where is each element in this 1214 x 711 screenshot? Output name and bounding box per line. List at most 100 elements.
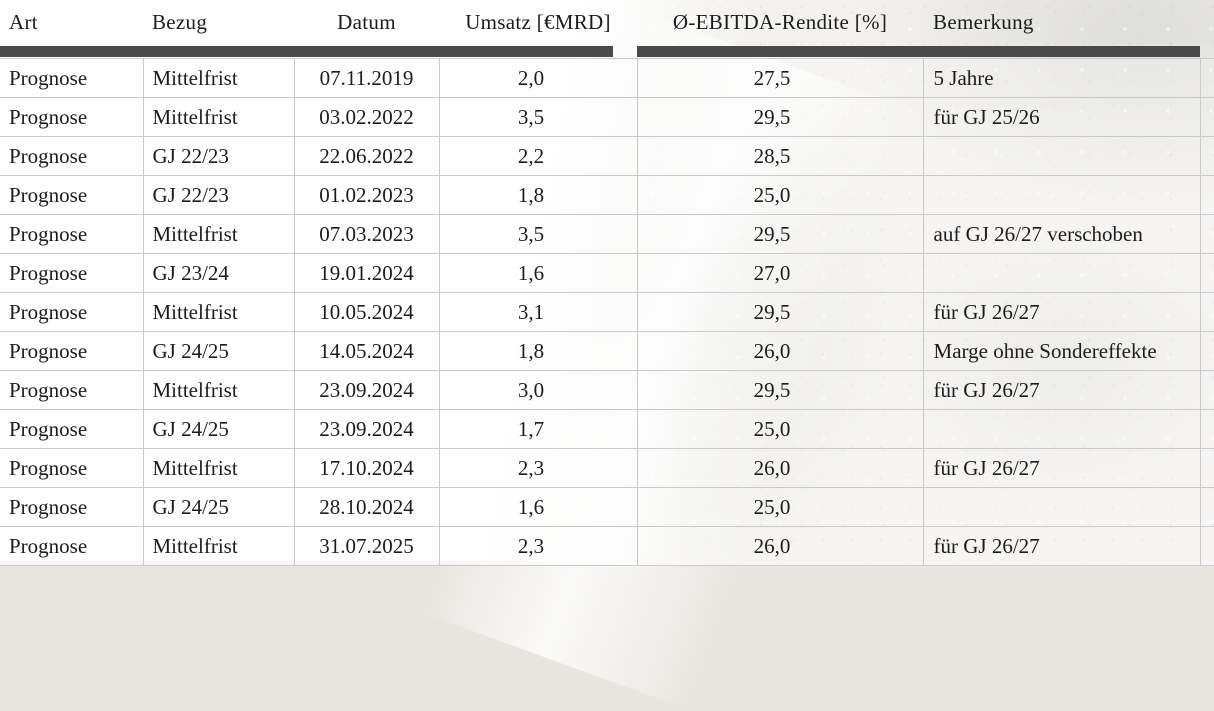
cell-art: Prognose	[0, 214, 144, 254]
cell-umsatz: 3,0	[438, 370, 638, 410]
table-row: Prognose Mittelfrist 17.10.2024 2,3 26,0 für …	[0, 448, 1214, 488]
table-row: Prognose GJ 23/24 19.01.2024 1,6 27,0	[0, 253, 1214, 293]
cell-ebitda: 29,5	[636, 370, 924, 410]
cell-art: Prognose	[0, 487, 144, 527]
cell-bezug: Mittelfrist	[142, 292, 295, 332]
cell-ebitda: 28,5	[636, 136, 924, 176]
cell-datum: 07.03.2023	[293, 214, 440, 254]
cell-spacer	[1199, 487, 1214, 527]
cell-datum: 01.02.2023	[293, 175, 440, 215]
cell-spacer	[1199, 292, 1214, 332]
cell-umsatz: 1,7	[438, 409, 638, 449]
cell-art: Prognose	[0, 175, 144, 215]
cell-bezug: Mittelfrist	[142, 448, 295, 488]
col-header-bemerkung: Bemerkung	[923, 0, 1201, 43]
cell-spacer	[1199, 370, 1214, 410]
cell-bemerkung	[922, 175, 1201, 215]
col-header-ebitda: Ø-EBITDA-Rendite [%]	[637, 0, 924, 43]
cell-art: Prognose	[0, 526, 144, 566]
cell-spacer	[1199, 448, 1214, 488]
separator-edge	[1200, 43, 1214, 59]
table-row: Prognose GJ 24/25 23.09.2024 1,7 25,0	[0, 409, 1214, 449]
cell-datum: 10.05.2024	[293, 292, 440, 332]
cell-umsatz: 2,2	[438, 136, 638, 176]
cell-bezug: Mittelfrist	[142, 370, 295, 410]
cell-bezug: GJ 24/25	[142, 409, 295, 449]
cell-umsatz: 1,6	[438, 487, 638, 527]
col-header-bezug: Bezug	[143, 0, 294, 43]
cell-bezug: Mittelfrist	[142, 58, 295, 98]
cell-bemerkung: auf GJ 26/27 verschoben	[922, 214, 1201, 254]
cell-bemerkung	[922, 487, 1201, 527]
table-row: Prognose Mittelfrist 07.11.2019 2,0 27,5 5 Ja…	[0, 58, 1214, 98]
cell-umsatz: 1,6	[438, 253, 638, 293]
cell-ebitda: 27,5	[636, 58, 924, 98]
cell-bezug: Mittelfrist	[142, 214, 295, 254]
separator-bar	[637, 46, 1201, 57]
cell-spacer	[1199, 58, 1214, 98]
cell-art: Prognose	[0, 97, 144, 137]
cell-bezug: GJ 24/25	[142, 487, 295, 527]
cell-bemerkung: für GJ 25/26	[922, 97, 1201, 137]
cell-umsatz: 3,1	[438, 292, 638, 332]
cell-bezug: GJ 22/23	[142, 136, 295, 176]
cell-spacer	[1199, 331, 1214, 371]
header-separator-row	[0, 43, 1214, 59]
cell-bezug: GJ 24/25	[142, 331, 295, 371]
cell-art: Prognose	[0, 136, 144, 176]
cell-bemerkung: Marge ohne Sondereffekte	[922, 331, 1201, 371]
cell-ebitda: 26,0	[636, 526, 924, 566]
cell-umsatz: 1,8	[438, 331, 638, 371]
cell-art: Prognose	[0, 331, 144, 371]
cell-art: Prognose	[0, 253, 144, 293]
cell-art: Prognose	[0, 292, 144, 332]
cell-bemerkung: für GJ 26/27	[922, 370, 1201, 410]
cell-bemerkung: für GJ 26/27	[922, 448, 1201, 488]
cell-ebitda: 25,0	[636, 175, 924, 215]
cell-bemerkung: 5 Jahre	[922, 58, 1201, 98]
cell-bemerkung	[922, 253, 1201, 293]
cell-ebitda: 26,0	[636, 331, 924, 371]
table-row: Prognose Mittelfrist 31.07.2025 2,3 26,0 für …	[0, 526, 1214, 566]
cell-datum: 19.01.2024	[293, 253, 440, 293]
cell-datum: 23.09.2024	[293, 409, 440, 449]
cell-ebitda: 25,0	[636, 487, 924, 527]
cell-art: Prognose	[0, 370, 144, 410]
col-header-umsatz: Umsatz [€MRD]	[439, 0, 638, 43]
cell-bezug: GJ 23/24	[142, 253, 295, 293]
cell-datum: 17.10.2024	[293, 448, 440, 488]
cell-umsatz: 2,0	[438, 58, 638, 98]
cell-ebitda: 29,5	[636, 292, 924, 332]
cell-bemerkung: für GJ 26/27	[922, 292, 1201, 332]
cell-ebitda: 29,5	[636, 97, 924, 137]
separator-bar-right	[637, 43, 1201, 59]
cell-bemerkung: für GJ 26/27	[922, 526, 1201, 566]
table-row: Prognose Mittelfrist 07.03.2023 3,5 29,5 auf …	[0, 214, 1214, 254]
cell-umsatz: 2,3	[438, 526, 638, 566]
cell-bemerkung	[922, 409, 1201, 449]
table-body: Prognose Mittelfrist 07.11.2019 2,0 27,5 5 Ja…	[0, 58, 1214, 566]
cell-datum: 07.11.2019	[293, 58, 440, 98]
table-row: Prognose GJ 24/25 28.10.2024 1,6 25,0	[0, 487, 1214, 527]
cell-ebitda: 29,5	[636, 214, 924, 254]
separator-gap	[613, 43, 638, 59]
cell-bezug: Mittelfrist	[142, 97, 295, 137]
table-row: Prognose Mittelfrist 03.02.2022 3,5 29,5 für …	[0, 97, 1214, 137]
col-header-datum: Datum	[294, 0, 439, 43]
cell-datum: 31.07.2025	[293, 526, 440, 566]
col-header-art: Art	[0, 0, 143, 43]
cell-umsatz: 2,3	[438, 448, 638, 488]
cell-spacer	[1199, 214, 1214, 254]
table-row: Prognose GJ 22/23 01.02.2023 1,8 25,0	[0, 175, 1214, 215]
cell-bemerkung	[922, 136, 1201, 176]
cell-datum: 28.10.2024	[293, 487, 440, 527]
cell-bezug: GJ 22/23	[142, 175, 295, 215]
table-row: Prognose Mittelfrist 10.05.2024 3,1 29,5 für …	[0, 292, 1214, 332]
cell-spacer	[1199, 175, 1214, 215]
table-row: Prognose GJ 24/25 14.05.2024 1,8 26,0 Marge o…	[0, 331, 1214, 371]
cell-art: Prognose	[0, 58, 144, 98]
cell-art: Prognose	[0, 448, 144, 488]
header-row: Art Bezug Datum Umsatz [€MRD] Ø-EBITDA-R…	[0, 0, 1214, 43]
cell-umsatz: 1,8	[438, 175, 638, 215]
cell-umsatz: 3,5	[438, 214, 638, 254]
